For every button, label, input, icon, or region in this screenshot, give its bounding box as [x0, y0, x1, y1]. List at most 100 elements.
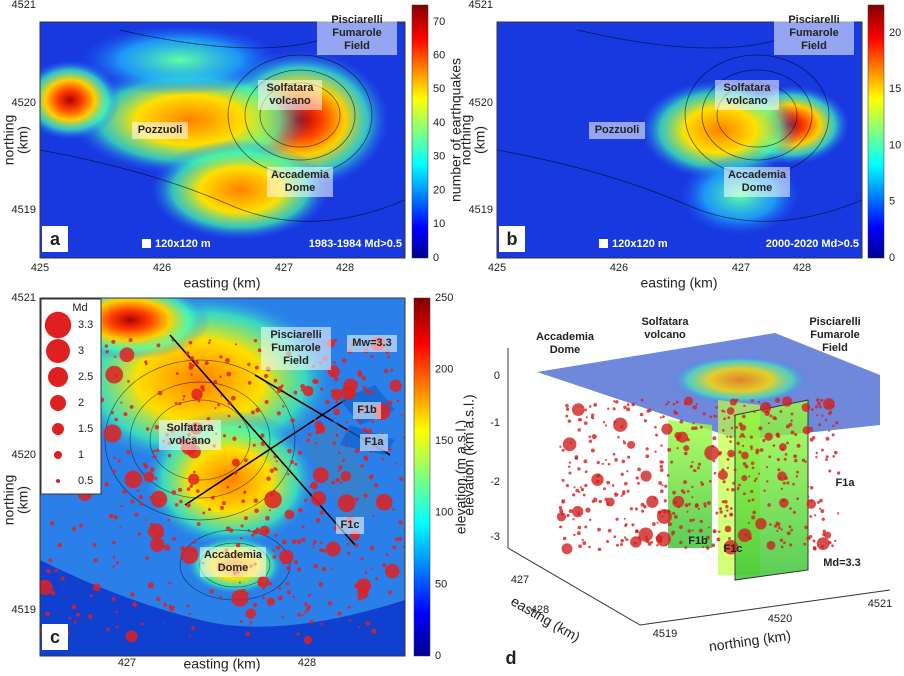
event-dot — [321, 548, 326, 553]
event-dot — [625, 538, 629, 542]
event-dot — [365, 389, 371, 395]
event-dot — [580, 487, 585, 492]
event-dot — [240, 588, 246, 594]
event-dot — [164, 544, 171, 551]
annotation: Solfatara — [266, 82, 314, 94]
event-dot — [713, 471, 717, 475]
event-dot — [612, 407, 616, 411]
event-dot — [180, 546, 199, 564]
annotation: Pozzuoli — [595, 124, 640, 136]
event-dot — [747, 499, 751, 503]
event-dot — [194, 360, 199, 365]
event-dot — [150, 490, 168, 508]
event-dot — [291, 539, 297, 544]
event-dot — [354, 448, 360, 454]
legend-label: 0.5 — [78, 475, 93, 487]
event-dot — [726, 488, 729, 491]
event-dot — [699, 519, 703, 523]
event-dot — [824, 531, 832, 539]
annotation: Pisciarelli — [809, 316, 860, 328]
event-dot — [337, 494, 356, 513]
event-dot — [753, 410, 756, 414]
event-dot — [335, 477, 341, 483]
event-dot — [768, 455, 772, 459]
event-dot — [750, 489, 754, 494]
event-dot — [717, 469, 728, 480]
event-dot — [659, 468, 664, 472]
event-dot — [168, 605, 175, 612]
event-dot — [617, 436, 620, 439]
event-dot — [45, 611, 50, 617]
event-dot — [635, 476, 639, 480]
event-dot — [310, 481, 318, 490]
scale-label: 120x120 m — [155, 238, 211, 250]
event-dot — [582, 493, 586, 497]
event-dot — [363, 493, 368, 498]
event-dot — [645, 447, 649, 451]
event-dot — [712, 414, 716, 418]
event-dot — [596, 460, 600, 465]
event-dot — [331, 388, 343, 401]
event-dot — [369, 545, 375, 550]
event-dot — [312, 546, 315, 549]
event-dot — [683, 401, 688, 406]
event-dot — [333, 361, 337, 364]
event-dot — [588, 435, 592, 438]
event-dot — [616, 543, 619, 547]
colorbar-tick: 50 — [433, 83, 445, 95]
event-dot — [113, 515, 118, 520]
event-dot — [593, 403, 598, 407]
event-dot — [238, 581, 241, 584]
annotation: Solfatara — [641, 316, 689, 328]
event-dot — [313, 563, 318, 569]
event-dot — [202, 511, 206, 515]
event-dot — [558, 506, 563, 510]
annotation: Accademia — [271, 169, 330, 181]
event-dot — [114, 417, 119, 422]
event-dot — [277, 595, 283, 601]
note: 2000-2020 Md>0.5 — [766, 238, 859, 250]
event-dot — [611, 484, 615, 487]
event-dot — [286, 472, 290, 476]
event-dot — [729, 507, 733, 510]
event-dot — [782, 481, 786, 485]
event-dot — [244, 458, 248, 463]
event-dot — [301, 614, 304, 617]
event-dot — [313, 540, 317, 544]
z-tick-label: -3 — [490, 531, 500, 543]
event-dot — [381, 457, 385, 461]
event-dot — [684, 546, 688, 550]
event-dot — [744, 533, 748, 537]
event-dot — [723, 410, 726, 413]
event-dot — [700, 481, 703, 484]
event-dot — [723, 514, 727, 518]
x-tick-label: 427 — [275, 262, 293, 274]
event-dot — [706, 501, 711, 506]
event-dot — [371, 390, 375, 394]
event-dot — [273, 467, 276, 470]
event-dot — [790, 430, 795, 435]
event-dot — [46, 568, 51, 574]
event-dot — [128, 338, 133, 343]
event-dot — [369, 451, 372, 454]
event-dot — [253, 338, 258, 343]
event-dot — [145, 519, 148, 522]
event-dot — [828, 540, 832, 545]
event-dot — [154, 424, 160, 430]
event-dot — [318, 582, 324, 587]
easting-label: easting (km) — [508, 593, 583, 645]
event-dot — [348, 619, 352, 622]
event-dot — [254, 508, 259, 514]
event-dot — [138, 494, 143, 500]
event-dot — [823, 398, 835, 411]
event-dot — [726, 466, 730, 470]
event-dot — [613, 400, 616, 403]
event-dot — [796, 497, 799, 501]
event-dot — [119, 347, 135, 363]
event-dot — [778, 443, 787, 451]
event-dot — [655, 535, 663, 543]
event-dot — [582, 541, 587, 546]
event-dot — [93, 558, 98, 563]
event-dot — [120, 401, 123, 404]
event-dot — [279, 549, 294, 565]
